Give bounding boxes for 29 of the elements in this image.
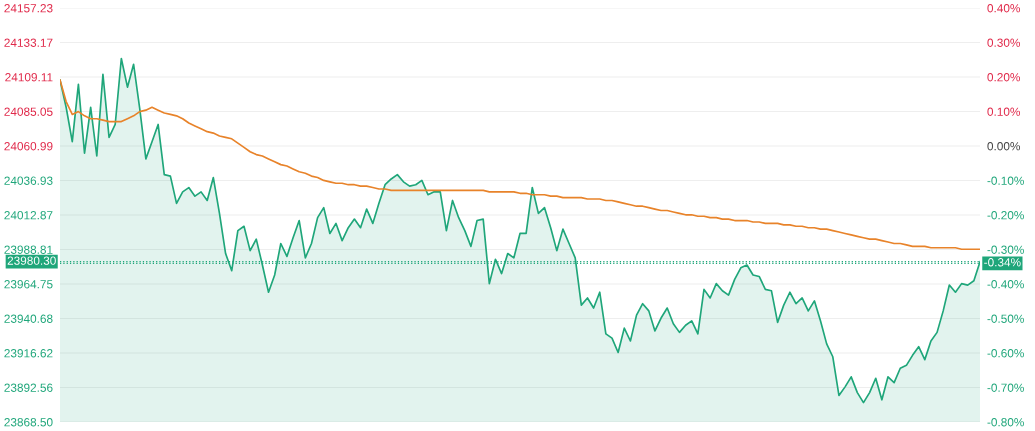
- ref-line-label: -0.34%: [984, 258, 1021, 267]
- y2-tick-label: -0.70%: [987, 383, 1024, 392]
- y2-tick-label: -0.20%: [987, 211, 1024, 220]
- y-tick-label: 24036.93: [4, 176, 53, 185]
- y2-tick-label: -0.40%: [987, 280, 1024, 289]
- y-tick-label: 23988.81: [4, 245, 53, 254]
- y-tick-label: 24133.17: [4, 38, 53, 47]
- y-tick-label: 23964.75: [4, 280, 53, 289]
- y2-tick-label: -0.80%: [987, 418, 1024, 427]
- y2-tick-label: 0.00%: [987, 142, 1020, 151]
- y2-tick-label: 0.20%: [987, 73, 1020, 82]
- y2-tick-label: 0.10%: [987, 107, 1020, 116]
- ref-line-label: 23980.30: [7, 256, 56, 265]
- y-tick-label: 24157.23: [4, 4, 53, 13]
- y2-tick-label: 0.40%: [987, 4, 1020, 13]
- y2-tick-label: 0.30%: [987, 38, 1020, 47]
- y-tick-label: 24109.11: [5, 73, 53, 82]
- y2-tick-label: -0.10%: [987, 176, 1024, 185]
- y2-tick-label: -0.60%: [987, 349, 1024, 358]
- y2-tick-label: -0.50%: [987, 314, 1024, 323]
- y-tick-label: 24012.87: [4, 211, 53, 220]
- y-tick-label: 23892.56: [4, 383, 53, 392]
- y2-tick-label: -0.30%: [987, 245, 1024, 254]
- y-tick-label: 24085.05: [4, 107, 53, 116]
- y-tick-label: 24060.99: [4, 142, 53, 151]
- y-tick-label: 23916.62: [4, 349, 53, 358]
- line-series: [60, 79, 980, 251]
- y-tick-label: 23940.68: [4, 314, 53, 323]
- y-tick-label: 23868.50: [4, 418, 53, 427]
